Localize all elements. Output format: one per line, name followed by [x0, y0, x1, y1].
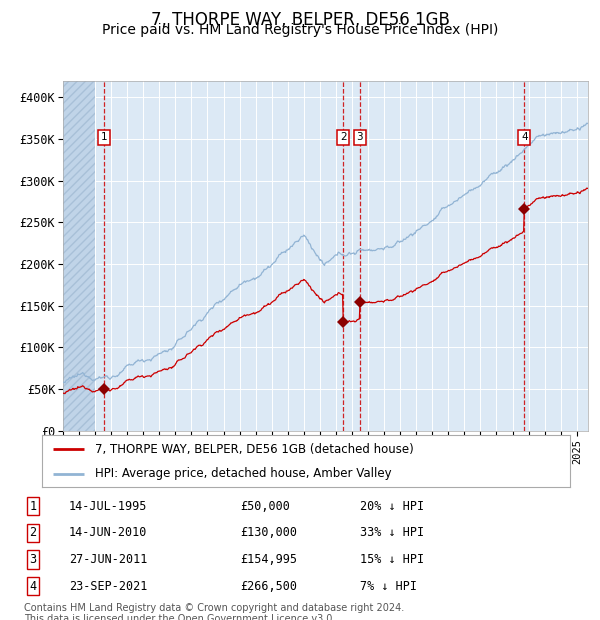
Text: £266,500: £266,500: [240, 580, 297, 593]
Text: 1: 1: [100, 132, 107, 143]
Text: 2: 2: [29, 526, 37, 539]
Text: Price paid vs. HM Land Registry's House Price Index (HPI): Price paid vs. HM Land Registry's House …: [102, 23, 498, 37]
Text: £50,000: £50,000: [240, 500, 290, 513]
Text: 7, THORPE WAY, BELPER, DE56 1GB: 7, THORPE WAY, BELPER, DE56 1GB: [151, 11, 449, 29]
Text: £130,000: £130,000: [240, 526, 297, 539]
Text: 7% ↓ HPI: 7% ↓ HPI: [360, 580, 417, 593]
Text: 4: 4: [521, 132, 527, 143]
Text: 14-JUL-1995: 14-JUL-1995: [69, 500, 148, 513]
Text: 2: 2: [340, 132, 346, 143]
Text: 20% ↓ HPI: 20% ↓ HPI: [360, 500, 424, 513]
Text: 27-JUN-2011: 27-JUN-2011: [69, 553, 148, 566]
Text: 23-SEP-2021: 23-SEP-2021: [69, 580, 148, 593]
Text: Contains HM Land Registry data © Crown copyright and database right 2024.
This d: Contains HM Land Registry data © Crown c…: [24, 603, 404, 620]
Text: 7, THORPE WAY, BELPER, DE56 1GB (detached house): 7, THORPE WAY, BELPER, DE56 1GB (detache…: [95, 443, 413, 456]
Text: HPI: Average price, detached house, Amber Valley: HPI: Average price, detached house, Ambe…: [95, 467, 391, 481]
Text: 15% ↓ HPI: 15% ↓ HPI: [360, 553, 424, 566]
Text: 3: 3: [29, 553, 37, 566]
Text: 33% ↓ HPI: 33% ↓ HPI: [360, 526, 424, 539]
Text: 14-JUN-2010: 14-JUN-2010: [69, 526, 148, 539]
Text: 1: 1: [29, 500, 37, 513]
Text: 3: 3: [356, 132, 363, 143]
Bar: [63, 81, 95, 431]
Text: 4: 4: [29, 580, 37, 593]
Text: £154,995: £154,995: [240, 553, 297, 566]
